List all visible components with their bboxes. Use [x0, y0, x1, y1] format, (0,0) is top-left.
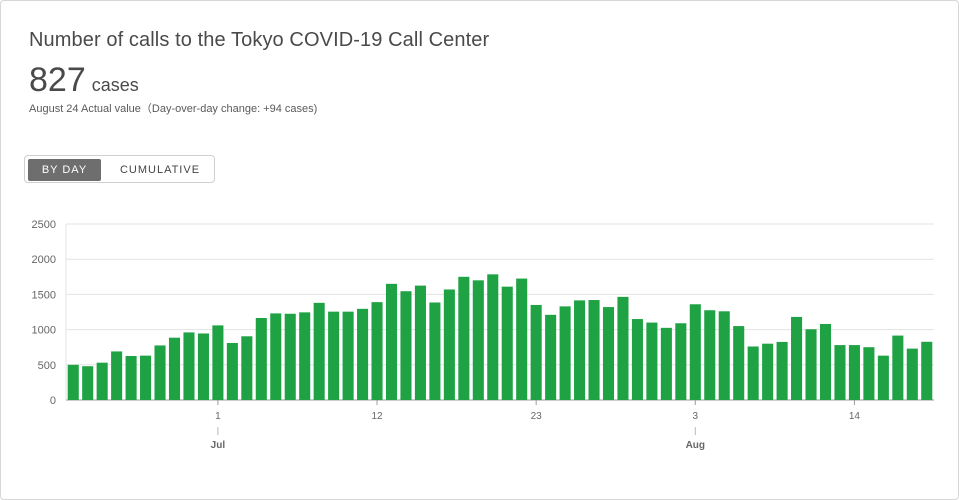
y-tick-label: 0: [50, 395, 56, 407]
bar: [819, 323, 832, 400]
bar: [776, 341, 788, 400]
bar: [559, 306, 571, 400]
bar: [270, 313, 282, 400]
y-tick-label: 1500: [32, 289, 56, 301]
bar: [226, 342, 238, 400]
bar: [82, 366, 94, 400]
bar: [284, 313, 296, 400]
bar: [255, 317, 267, 400]
bar: [530, 304, 542, 400]
bar: [877, 355, 889, 400]
x-tick-label: 3: [693, 411, 699, 422]
bar: [646, 322, 658, 400]
month-label: Aug: [686, 440, 705, 451]
bar: [791, 316, 803, 400]
bar: [125, 356, 137, 400]
by-day-button[interactable]: BY DAY: [28, 159, 101, 181]
y-tick-label: 2500: [32, 219, 56, 231]
cumulative-button[interactable]: CUMULATIVE: [119, 164, 201, 176]
bar: [747, 346, 759, 400]
bar: [357, 308, 369, 400]
x-tick-label: 14: [849, 411, 861, 422]
bar: [400, 291, 412, 400]
bar: [574, 300, 586, 400]
bar: [863, 347, 875, 400]
bar: [328, 311, 340, 400]
bar: [183, 332, 195, 400]
bar: [429, 302, 441, 400]
bar: [617, 296, 629, 400]
bar: [733, 326, 745, 400]
bar: [371, 302, 383, 400]
bar: [501, 286, 513, 400]
y-tick-label: 1000: [32, 325, 56, 337]
bar: [487, 274, 499, 400]
x-tick-label: 12: [371, 411, 383, 422]
x-tick-label: 1: [215, 411, 221, 422]
bar: [168, 337, 181, 400]
bar: [805, 329, 817, 400]
bar: [212, 325, 224, 400]
case-count: 827: [29, 61, 86, 99]
chart-title: Number of calls to the Tokyo COVID-19 Ca…: [29, 29, 490, 51]
bar: [921, 341, 933, 400]
bar: [660, 327, 672, 400]
bar: [906, 348, 918, 400]
bar: [834, 345, 846, 400]
bar: [516, 278, 528, 400]
month-label: Jul: [211, 440, 226, 451]
y-tick-label: 2000: [32, 254, 56, 266]
y-tick-label: 500: [38, 360, 56, 372]
bar: [342, 311, 354, 400]
view-toggle: BY DAY CUMULATIVE: [24, 155, 215, 183]
bar: [140, 355, 152, 400]
case-unit: cases: [91, 75, 139, 95]
bar: [458, 276, 470, 400]
bar: [545, 314, 557, 400]
bar: [704, 310, 716, 400]
date-subtitle: August 24 Actual value（Day-over-day chan…: [29, 103, 318, 115]
bar: [96, 362, 108, 400]
bar: [718, 311, 730, 400]
bar: [602, 307, 615, 400]
bar: [762, 343, 774, 400]
bar: [313, 302, 325, 400]
bar: [197, 333, 209, 400]
bar: [472, 280, 484, 400]
x-tick-label: 23: [531, 411, 543, 422]
bar: [299, 312, 311, 400]
bar: [154, 345, 166, 400]
bar: [675, 323, 687, 400]
bar: [111, 351, 123, 400]
bar: [443, 289, 455, 400]
bar: [848, 345, 860, 400]
bar: [892, 335, 904, 400]
bar: [385, 283, 398, 400]
bar: [241, 336, 253, 400]
bar: [689, 304, 701, 400]
headline-value: 827 cases: [29, 61, 139, 100]
bar: [414, 285, 426, 400]
bar: [588, 300, 600, 400]
bar: [67, 364, 79, 400]
bar: [631, 319, 643, 400]
